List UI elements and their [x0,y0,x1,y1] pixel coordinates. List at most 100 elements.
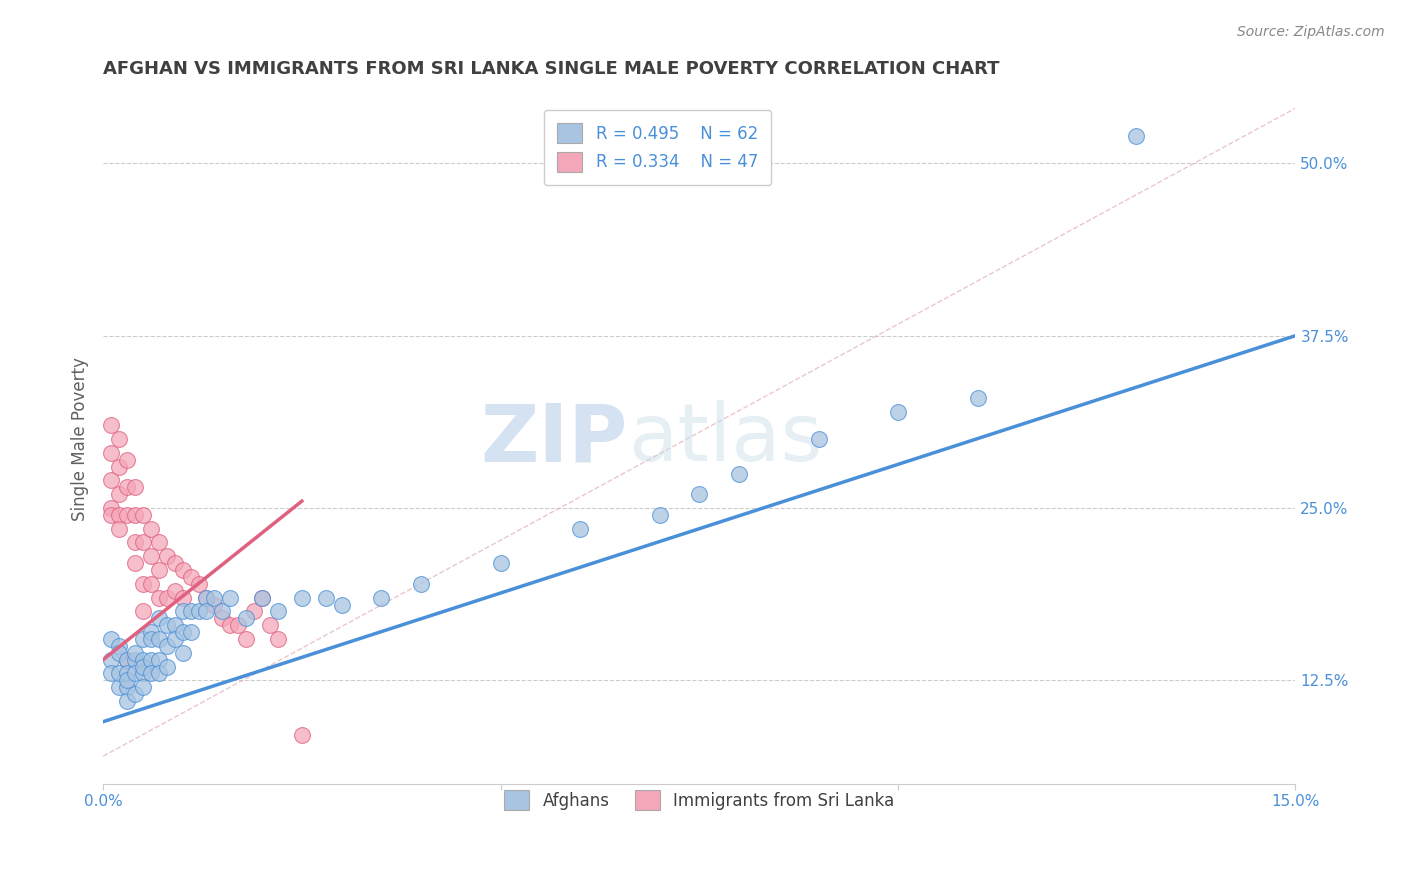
Point [569,522,592,536]
Point [148,563,170,577]
Text: Source: ZipAtlas.com: Source: ZipAtlas.com [1237,25,1385,39]
Point [115,653,138,667]
Point [250,591,273,605]
Point [267,632,290,646]
Point [195,591,218,605]
Point [124,535,146,549]
Point [115,480,138,494]
Point [291,729,314,743]
Point [132,632,155,646]
Point [108,666,131,681]
Point [195,591,218,605]
Point [163,583,186,598]
Point [172,625,194,640]
Y-axis label: Single Male Poverty: Single Male Poverty [72,357,89,521]
Point [219,618,242,632]
Point [115,666,138,681]
Point [108,522,131,536]
Point [132,680,155,694]
Point [124,646,146,660]
Point [148,611,170,625]
Point [139,632,162,646]
Point [100,501,122,516]
Point [187,577,209,591]
Point [124,556,146,570]
Point [108,508,131,522]
Point [187,604,209,618]
Point [124,687,146,701]
Point [250,591,273,605]
Point [100,474,122,488]
Point [688,487,710,501]
Point [226,618,249,632]
Point [108,680,131,694]
Point [195,604,218,618]
Point [163,632,186,646]
Point [180,625,202,640]
Point [966,391,988,405]
Point [148,591,170,605]
Point [163,556,186,570]
Point [108,487,131,501]
Legend: Afghans, Immigrants from Sri Lanka: Afghans, Immigrants from Sri Lanka [491,777,908,823]
Point [180,570,202,584]
Point [172,563,194,577]
Point [243,604,266,618]
Point [108,639,131,653]
Point [132,577,155,591]
Point [156,549,179,564]
Point [124,508,146,522]
Point [100,632,122,646]
Point [211,611,233,625]
Point [489,556,512,570]
Point [132,508,155,522]
Text: AFGHAN VS IMMIGRANTS FROM SRI LANKA SINGLE MALE POVERTY CORRELATION CHART: AFGHAN VS IMMIGRANTS FROM SRI LANKA SING… [103,60,1000,78]
Point [139,522,162,536]
Point [132,659,155,673]
Point [115,508,138,522]
Point [259,618,281,632]
Point [315,591,337,605]
Point [202,591,225,605]
Point [124,480,146,494]
Point [172,646,194,660]
Point [108,646,131,660]
Point [148,535,170,549]
Point [108,432,131,446]
Point [132,535,155,549]
Point [219,591,242,605]
Text: ZIP: ZIP [481,401,627,478]
Point [139,625,162,640]
Point [100,666,122,681]
Point [172,604,194,618]
Point [139,549,162,564]
Point [211,604,233,618]
Point [370,591,392,605]
Point [148,666,170,681]
Point [807,432,830,446]
Point [267,604,290,618]
Point [202,598,225,612]
Point [139,577,162,591]
Point [115,680,138,694]
Point [115,673,138,688]
Point [139,653,162,667]
Point [180,604,202,618]
Point [156,618,179,632]
Point [148,653,170,667]
Point [148,632,170,646]
Point [156,639,179,653]
Point [163,618,186,632]
Point [132,666,155,681]
Point [156,591,179,605]
Point [156,659,179,673]
Point [100,418,122,433]
Point [409,577,432,591]
Point [124,653,146,667]
Point [108,459,131,474]
Point [100,446,122,460]
Point [1125,128,1147,143]
Point [235,611,257,625]
Point [132,604,155,618]
Point [124,666,146,681]
